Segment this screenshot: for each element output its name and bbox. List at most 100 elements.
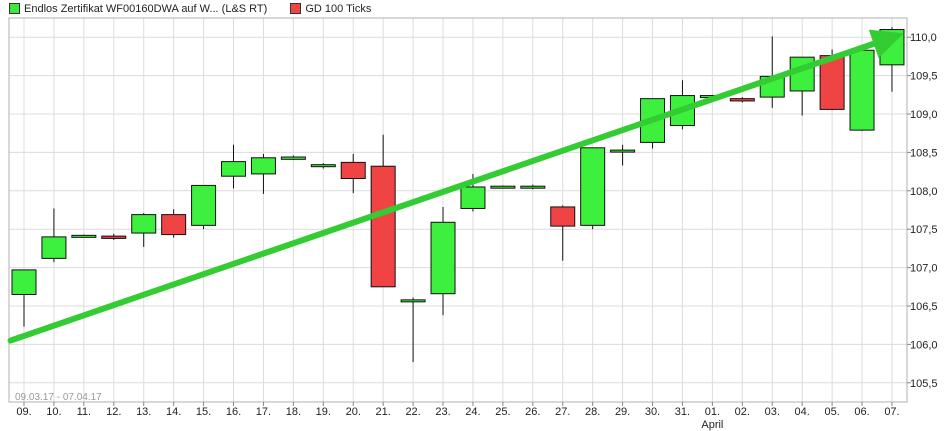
x-tick-label: 31. bbox=[675, 406, 690, 418]
x-tick-label: 20. bbox=[346, 406, 361, 418]
x-tick-label: 30. bbox=[645, 406, 660, 418]
candle-body bbox=[71, 234, 97, 238]
x-tick-label: 04. bbox=[795, 406, 810, 418]
x-tick-label: 24. bbox=[465, 406, 480, 418]
x-tick-label: 13. bbox=[136, 406, 151, 418]
candle-body bbox=[610, 149, 636, 153]
x-tick-label: 29. bbox=[615, 406, 630, 418]
x-tick-label: 16. bbox=[226, 406, 241, 418]
trendline bbox=[7, 29, 904, 344]
candle-body bbox=[520, 185, 546, 189]
candle bbox=[71, 234, 97, 238]
candle bbox=[101, 233, 127, 240]
x-tick-label: 28. bbox=[585, 406, 600, 418]
candle bbox=[550, 205, 576, 261]
legend-item-ma[interactable]: GD 100 Ticks bbox=[281, 3, 371, 15]
candle-body bbox=[460, 186, 486, 209]
candle-body bbox=[729, 98, 755, 102]
candle bbox=[520, 184, 546, 190]
trendline-shaft bbox=[7, 40, 877, 344]
candle-body bbox=[849, 49, 875, 131]
candle-body bbox=[131, 214, 157, 234]
legend: Endlos Zertifikat WF00160DWA auf W... (L… bbox=[0, 0, 385, 17]
x-tick-label: 26. bbox=[525, 406, 540, 418]
y-tick-label: 105,5 bbox=[910, 378, 938, 390]
x-tick-label: 07. bbox=[884, 406, 899, 418]
x-tick-label: 15. bbox=[196, 406, 211, 418]
x-tick-label: 17. bbox=[256, 406, 271, 418]
candle-body bbox=[221, 161, 247, 177]
x-tick-label: 23. bbox=[435, 406, 450, 418]
legend-item-price[interactable]: Endlos Zertifikat WF00160DWA auf W... (L… bbox=[0, 3, 267, 15]
y-tick-label: 108,5 bbox=[910, 147, 938, 159]
candles bbox=[11, 27, 905, 363]
candle-body bbox=[191, 184, 217, 226]
legend-swatch-price bbox=[9, 3, 20, 14]
candle bbox=[849, 49, 875, 131]
candle-body bbox=[490, 185, 516, 189]
y-tick-label: 109,5 bbox=[910, 71, 938, 83]
candle-body bbox=[340, 161, 366, 180]
candle bbox=[340, 153, 366, 194]
candle bbox=[250, 153, 276, 194]
y-tick-label: 107,0 bbox=[910, 263, 938, 275]
x-axis: 09. 10. 11. 12. 13. 14. 15. 16. 17. 18. 19. 20. 21. 2… bbox=[16, 402, 900, 431]
x-tick-label: 12. bbox=[106, 406, 121, 418]
candle bbox=[430, 206, 456, 316]
y-tick-label: 106,5 bbox=[910, 301, 938, 313]
y-tick-label: 107,5 bbox=[910, 224, 938, 236]
candle bbox=[11, 269, 37, 327]
candle-body bbox=[101, 235, 127, 239]
x-tick-label: 05. bbox=[824, 406, 839, 418]
y-tick-label: 110,0 bbox=[910, 32, 937, 44]
candle-body bbox=[41, 236, 67, 259]
x-tick-label: 11. bbox=[77, 406, 91, 418]
y-tick-label: 106,0 bbox=[910, 339, 938, 351]
trendline-arrowhead bbox=[868, 29, 904, 58]
x-month-label: April bbox=[701, 419, 723, 431]
y-axis: 105,5 106,0 106,5 107,0 107,5 108,0 108,5 109,0… bbox=[907, 32, 938, 390]
x-tick-label: 02. bbox=[735, 406, 750, 418]
candle bbox=[191, 184, 217, 230]
x-tick-label: 19. bbox=[316, 406, 331, 418]
x-tick-label: 21. bbox=[376, 406, 391, 418]
candle-body bbox=[430, 221, 456, 295]
candle bbox=[370, 134, 396, 288]
x-tick-label: 06. bbox=[854, 406, 869, 418]
x-tick-label: 01. bbox=[705, 406, 720, 418]
date-range-label: 09.03.17 - 07.04.17 bbox=[15, 392, 102, 403]
candle bbox=[131, 213, 157, 247]
y-tick-label: 109,0 bbox=[910, 109, 938, 121]
candle bbox=[41, 208, 67, 263]
x-tick-label: 18. bbox=[286, 406, 301, 418]
x-tick-label: 25. bbox=[495, 406, 510, 418]
candle-body bbox=[580, 147, 606, 226]
plot-frame bbox=[8, 17, 908, 403]
candle bbox=[729, 97, 755, 103]
candle-body bbox=[280, 156, 306, 160]
y-tick-label: 108,0 bbox=[910, 186, 938, 198]
legend-swatch-ma bbox=[290, 3, 302, 14]
legend-label-price: Endlos Zertifikat WF00160DWA auf W... (L… bbox=[24, 2, 268, 15]
x-tick-label: 10. bbox=[46, 406, 61, 418]
candle-body bbox=[250, 157, 276, 175]
x-tick-label: 14. bbox=[166, 406, 181, 418]
x-tick-label: 22. bbox=[405, 406, 420, 418]
candle bbox=[161, 209, 187, 238]
candle bbox=[490, 185, 516, 189]
candle-body bbox=[370, 165, 396, 288]
candle bbox=[610, 144, 636, 166]
x-tick-label: 09. bbox=[16, 406, 31, 418]
candle-body bbox=[400, 299, 426, 303]
candle bbox=[280, 155, 306, 161]
x-tick-label: 03. bbox=[765, 406, 780, 418]
legend-label-ma: GD 100 Ticks bbox=[305, 2, 372, 15]
candle-body bbox=[161, 214, 187, 236]
candle-body bbox=[11, 269, 37, 295]
candle-body bbox=[550, 206, 576, 227]
candle-body bbox=[310, 164, 336, 168]
candle bbox=[759, 36, 785, 108]
x-tick-label: 27. bbox=[555, 406, 570, 418]
candle bbox=[400, 297, 426, 363]
